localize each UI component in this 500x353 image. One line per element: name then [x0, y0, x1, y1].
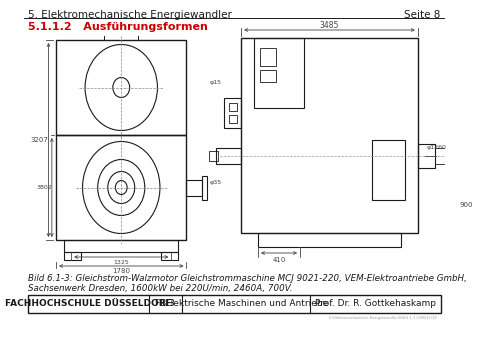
Text: 1780: 1780 — [112, 268, 130, 274]
Text: Prof. Dr. R. Gottkehaskamp: Prof. Dr. R. Gottkehaskamp — [315, 299, 436, 309]
Text: Sachsenwerk Dresden, 1600kW bei 220U/min, 2460A, 700V.: Sachsenwerk Dresden, 1600kW bei 220U/min… — [28, 284, 293, 293]
Bar — [64, 240, 178, 252]
Bar — [260, 48, 276, 66]
Bar — [186, 179, 202, 196]
Bar — [254, 38, 304, 108]
Text: Elektrische Maschinen und Antriebe: Elektrische Maschinen und Antriebe — [164, 299, 328, 309]
Text: 3802: 3802 — [36, 185, 52, 190]
Bar — [224, 98, 241, 128]
Bar — [56, 135, 186, 240]
Bar — [418, 144, 434, 168]
Text: 5.1.1.2   Ausführungsformen: 5.1.1.2 Ausführungsformen — [28, 22, 208, 32]
Text: 410: 410 — [272, 257, 285, 263]
Bar — [258, 233, 401, 247]
Bar — [64, 252, 82, 260]
Bar — [56, 40, 186, 135]
Text: φ1260: φ1260 — [426, 145, 446, 150]
Text: 900: 900 — [459, 202, 472, 208]
Text: Bild 6.1-3: Gleichstrom-Walzmotor Gleichstrommaschine MCJ 9021-220, VEM-Elektroa: Bild 6.1-3: Gleichstrom-Walzmotor Gleich… — [28, 274, 467, 283]
Bar — [28, 295, 440, 313]
Bar — [372, 140, 405, 200]
Text: 3207: 3207 — [30, 137, 48, 143]
Bar — [209, 150, 218, 161]
Text: φ15: φ15 — [210, 80, 222, 85]
Bar — [260, 70, 276, 82]
Text: φ35: φ35 — [210, 180, 222, 185]
Bar — [228, 115, 237, 123]
Text: 1325: 1325 — [114, 259, 129, 264]
Text: Seite 8: Seite 8 — [404, 10, 440, 20]
Text: FB 3: FB 3 — [156, 299, 176, 309]
Bar — [434, 148, 448, 163]
Bar — [241, 38, 418, 233]
Text: FACHHOCHSCHULE DÜSSELDORF: FACHHOCHSCHULE DÜSSELDORF — [5, 299, 172, 309]
Bar — [202, 175, 206, 199]
Bar — [228, 103, 237, 111]
Bar — [216, 148, 241, 163]
Text: 3485: 3485 — [320, 22, 339, 30]
Text: 5 Elektromechanische Energiewandler Bild 6.1-1 2006/11/19: 5 Elektromechanische Energiewandler Bild… — [328, 316, 436, 320]
Bar — [161, 252, 178, 260]
Text: 5. Elektromechanische Energiewandler: 5. Elektromechanische Energiewandler — [28, 10, 232, 20]
